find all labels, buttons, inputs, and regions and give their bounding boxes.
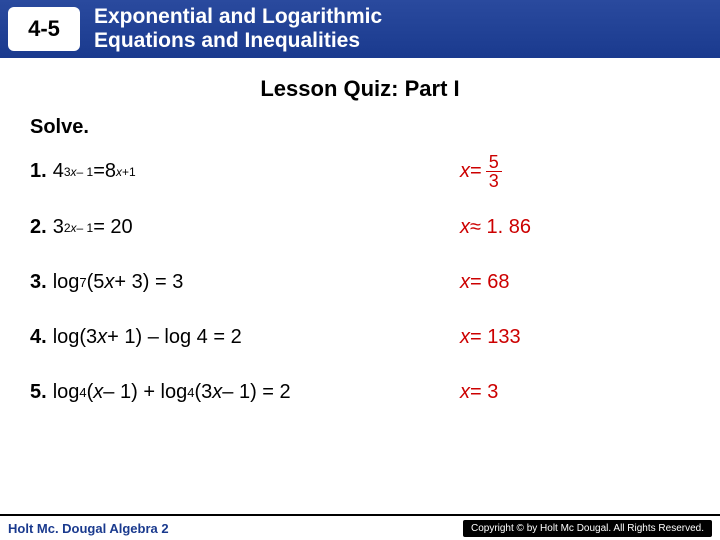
- p2-eq: = 20: [93, 216, 132, 239]
- a5-rel: = 3: [470, 381, 498, 404]
- a2-var: x: [460, 216, 470, 239]
- p5-m2c: – 1) = 2: [222, 381, 290, 404]
- p1-exp2: x+1: [116, 165, 136, 179]
- problem-1: 1. 43x– 1 = 8x+1: [30, 160, 460, 183]
- p2-base1: 3: [53, 216, 64, 239]
- problem-row: 4. log(3x + 1) – log 4 = 2 x = 133: [30, 326, 690, 349]
- a1-fraction: 5 3: [486, 153, 502, 190]
- a1-frac-top: 5: [486, 153, 502, 172]
- problem-row: 3. log7(5x + 3) = 3 x = 68: [30, 271, 690, 294]
- p5-m2o: (3: [194, 381, 212, 404]
- book-title: Holt Mc. Dougal Algebra 2: [8, 521, 169, 536]
- a2-rel: ≈ 1. 86: [470, 216, 531, 239]
- problem-number: 1.: [30, 160, 47, 183]
- problem-number: 3.: [30, 271, 47, 294]
- footer-bar: Holt Mc. Dougal Algebra 2 Copyright © by…: [0, 514, 720, 540]
- p4-var: x: [97, 326, 107, 349]
- answer-2: x ≈ 1. 86: [460, 216, 531, 239]
- header-title-line1: Exponential and Logarithmic: [94, 5, 382, 28]
- answer-3: x = 68: [460, 271, 509, 294]
- a1-var: x: [460, 160, 470, 183]
- lesson-number: 4-5: [28, 16, 60, 42]
- p5-pre: log: [53, 381, 80, 404]
- a3-rel: = 68: [470, 271, 509, 294]
- problem-4: 4. log(3x + 1) – log 4 = 2: [30, 326, 460, 349]
- p3-sub: 7: [79, 275, 86, 290]
- a3-var: x: [460, 271, 470, 294]
- p5-sub2: 4: [187, 385, 194, 400]
- p4-close: + 1) – log 4 = 2: [107, 326, 242, 349]
- a1-frac-bot: 3: [486, 172, 502, 190]
- answer-1: x = 5 3: [460, 153, 502, 190]
- problem-row: 2. 32x– 1 = 20 x ≈ 1. 86: [30, 216, 690, 239]
- a1-eq: =: [470, 160, 482, 183]
- solve-label: Solve.: [30, 116, 690, 139]
- answer-5: x = 3: [460, 381, 498, 404]
- problem-5: 5. log4(x – 1) + log4(3x – 1) = 2: [30, 381, 460, 404]
- lesson-number-badge: 4-5: [8, 7, 80, 51]
- p3-open: (5: [87, 271, 105, 294]
- p3-close: + 3) = 3: [114, 271, 183, 294]
- p1-exp1: 3x– 1: [64, 165, 93, 179]
- header-title: Exponential and Logarithmic Equations an…: [94, 5, 382, 53]
- header-title-line2: Equations and Inequalities: [94, 29, 360, 52]
- a4-rel: = 133: [470, 326, 521, 349]
- p1-eq: =: [93, 160, 105, 183]
- problem-3: 3. log7(5x + 3) = 3: [30, 271, 460, 294]
- p5-m1c: – 1) + log: [103, 381, 187, 404]
- p5-sub: 4: [79, 385, 86, 400]
- p3-var: x: [104, 271, 114, 294]
- problem-number: 5.: [30, 381, 47, 404]
- p3-pre: log: [53, 271, 80, 294]
- copyright-badge: Copyright © by Holt Mc Dougal. All Right…: [463, 520, 712, 537]
- answer-4: x = 133: [460, 326, 521, 349]
- problem-2: 2. 32x– 1 = 20: [30, 216, 460, 239]
- a4-var: x: [460, 326, 470, 349]
- p1-base1: 4: [53, 160, 64, 183]
- p5-v1: x: [93, 381, 103, 404]
- p2-exp1: 2x– 1: [64, 221, 93, 235]
- a5-var: x: [460, 381, 470, 404]
- quiz-title: Lesson Quiz: Part I: [0, 76, 720, 102]
- p5-v2: x: [212, 381, 222, 404]
- problem-row: 5. log4(x – 1) + log4(3x – 1) = 2 x = 3: [30, 381, 690, 404]
- p4-pre: log(3: [53, 326, 97, 349]
- content-area: Solve. 1. 43x– 1 = 8x+1 x = 5 3 2. 32x– …: [0, 102, 720, 404]
- problem-number: 4.: [30, 326, 47, 349]
- problem-row: 1. 43x– 1 = 8x+1 x = 5 3: [30, 153, 690, 190]
- problem-number: 2.: [30, 216, 47, 239]
- p1-base2: 8: [105, 160, 116, 183]
- header-bar: 4-5 Exponential and Logarithmic Equation…: [0, 0, 720, 58]
